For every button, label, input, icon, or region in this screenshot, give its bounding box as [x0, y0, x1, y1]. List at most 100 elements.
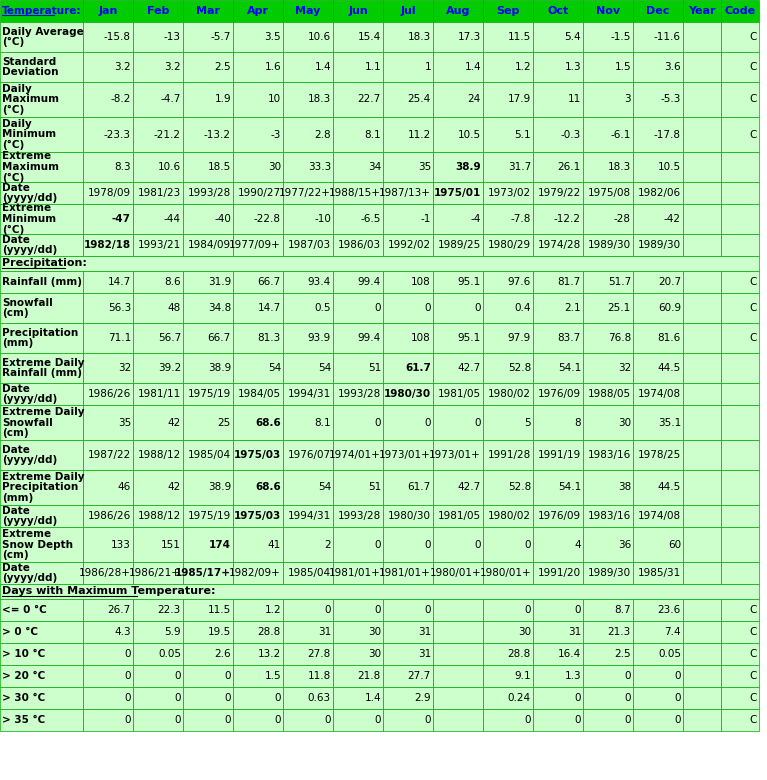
Text: 0: 0 — [124, 671, 131, 681]
Bar — [533, 562, 583, 584]
Bar — [183, 52, 233, 82]
Bar — [633, 353, 683, 383]
Bar — [383, 52, 433, 82]
Text: 51.7: 51.7 — [607, 277, 631, 287]
Text: Oct: Oct — [548, 6, 568, 16]
Bar — [0, 271, 83, 293]
Text: 0: 0 — [175, 715, 181, 725]
Bar — [333, 22, 383, 52]
Bar — [83, 440, 133, 470]
Bar — [633, 665, 683, 687]
Text: Date
(yyyy/dd): Date (yyyy/dd) — [2, 384, 58, 404]
Text: 5.9: 5.9 — [164, 627, 181, 637]
Bar — [283, 117, 333, 152]
Bar — [133, 665, 183, 687]
Text: 1985/04: 1985/04 — [188, 450, 231, 460]
Text: 0: 0 — [624, 671, 631, 681]
Text: 31: 31 — [568, 627, 581, 637]
Text: -23.3: -23.3 — [104, 129, 131, 140]
Text: 1980/01+: 1980/01+ — [479, 568, 531, 578]
Text: 0: 0 — [525, 715, 531, 725]
Text: 1986/03: 1986/03 — [338, 240, 381, 250]
Bar — [633, 0, 683, 22]
Text: 10.5: 10.5 — [458, 129, 481, 140]
Bar — [183, 204, 233, 234]
Bar — [333, 271, 383, 293]
Bar — [533, 440, 583, 470]
Text: 56.3: 56.3 — [107, 303, 131, 313]
Bar — [233, 470, 283, 505]
Bar — [483, 527, 533, 562]
Bar — [233, 643, 283, 665]
Bar — [583, 22, 633, 52]
Bar — [721, 271, 759, 293]
Text: 1975/01: 1975/01 — [434, 188, 481, 198]
Text: 4.3: 4.3 — [114, 627, 131, 637]
Bar — [721, 234, 759, 256]
Text: C: C — [749, 605, 757, 615]
Bar — [133, 204, 183, 234]
Bar — [583, 0, 633, 22]
Bar — [183, 234, 233, 256]
Bar — [433, 82, 483, 117]
Text: 0: 0 — [424, 417, 431, 427]
Bar — [633, 562, 683, 584]
Text: 0.4: 0.4 — [515, 303, 531, 313]
Bar — [721, 82, 759, 117]
Text: 1993/28: 1993/28 — [337, 511, 381, 521]
Bar — [433, 505, 483, 527]
Text: -47: -47 — [112, 214, 131, 224]
Text: 61.7: 61.7 — [405, 363, 431, 373]
Text: Nov: Nov — [596, 6, 620, 16]
Text: 54: 54 — [318, 483, 331, 492]
Text: 1981/01+: 1981/01+ — [329, 568, 381, 578]
Text: 0.63: 0.63 — [308, 693, 331, 703]
Bar — [133, 709, 183, 731]
Text: -10: -10 — [314, 214, 331, 224]
Bar — [721, 405, 759, 440]
Bar — [333, 0, 383, 22]
Bar — [283, 323, 333, 353]
Bar — [333, 687, 383, 709]
Text: Standard
Deviation: Standard Deviation — [2, 57, 58, 77]
Text: 1976/07: 1976/07 — [288, 450, 331, 460]
Text: 1.1: 1.1 — [364, 62, 381, 72]
Bar — [583, 527, 633, 562]
Bar — [0, 234, 83, 256]
Bar — [721, 182, 759, 204]
Bar — [683, 687, 721, 709]
Bar — [533, 323, 583, 353]
Bar — [721, 527, 759, 562]
Text: 18.5: 18.5 — [208, 162, 231, 172]
Text: 1985/04: 1985/04 — [288, 568, 331, 578]
Text: 1990/27: 1990/27 — [238, 188, 281, 198]
Bar — [683, 383, 721, 405]
Bar — [83, 599, 133, 621]
Text: 1987/22: 1987/22 — [87, 450, 131, 460]
Bar — [483, 405, 533, 440]
Bar — [683, 527, 721, 562]
Text: 1973/01+: 1973/01+ — [430, 450, 481, 460]
Bar — [283, 383, 333, 405]
Text: 11.8: 11.8 — [308, 671, 331, 681]
Bar — [0, 505, 83, 527]
Text: 1978/09: 1978/09 — [88, 188, 131, 198]
Text: 0.5: 0.5 — [314, 303, 331, 313]
Text: 1981/01+: 1981/01+ — [379, 568, 431, 578]
Bar — [383, 293, 433, 323]
Text: 1982/06: 1982/06 — [638, 188, 681, 198]
Text: Extreme
Snow Depth
(cm): Extreme Snow Depth (cm) — [2, 529, 73, 560]
Text: -6.5: -6.5 — [360, 214, 381, 224]
Text: 0: 0 — [124, 715, 131, 725]
Bar — [721, 52, 759, 82]
Bar — [683, 204, 721, 234]
Bar — [283, 527, 333, 562]
Text: 0: 0 — [225, 671, 231, 681]
Text: 10.6: 10.6 — [308, 32, 331, 42]
Text: 0: 0 — [525, 540, 531, 549]
Bar — [283, 643, 333, 665]
Text: 1.2: 1.2 — [515, 62, 531, 72]
Bar — [721, 353, 759, 383]
Text: 95.1: 95.1 — [458, 277, 481, 287]
Text: 1994/31: 1994/31 — [288, 389, 331, 399]
